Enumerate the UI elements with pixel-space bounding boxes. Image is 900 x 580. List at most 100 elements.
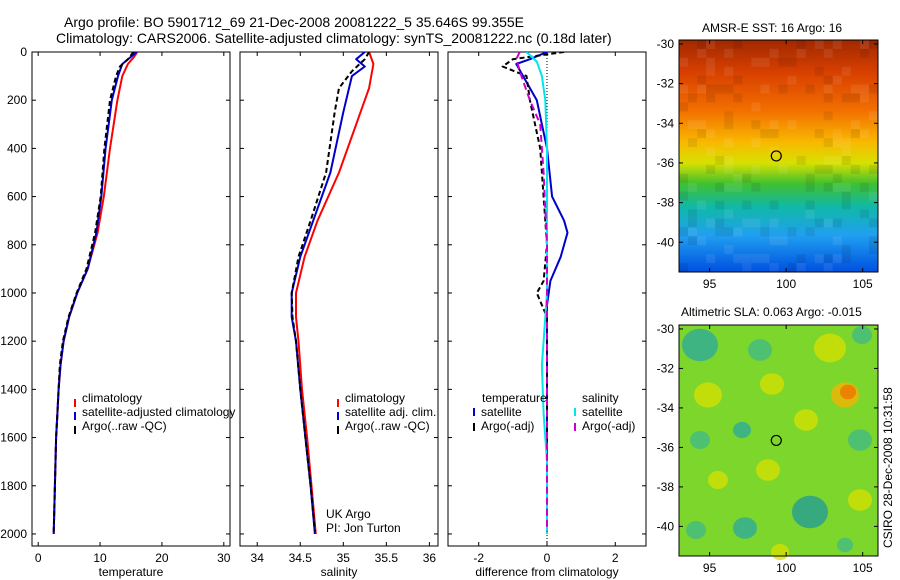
salinity-annotation: UK Argo PI: Jon Turton <box>326 507 401 535</box>
heatmap-cell <box>823 138 833 148</box>
legend-label: climatology <box>82 391 142 405</box>
heatmap-cell <box>706 93 716 103</box>
x-tick-label: 30 <box>217 551 231 565</box>
series-line <box>52 52 139 535</box>
heatmap-cell <box>769 263 779 272</box>
x-tick-label: 2 <box>612 551 619 565</box>
sla-heatmap <box>679 325 878 556</box>
temperature-panel: 0 10 20 30 0 200 400 600 800 1000 1200 1400 1600 1800… <box>0 45 231 579</box>
y-tick-label: -38 <box>657 196 675 210</box>
y-tick-label: -30 <box>657 37 675 51</box>
heatmap-cell <box>742 218 752 228</box>
heatmap-cell <box>733 254 743 264</box>
heatmap-cell <box>769 48 779 58</box>
heatmap-cell <box>796 48 806 58</box>
heatmap-cell <box>805 227 815 237</box>
legend-label: Argo(-adj) <box>481 419 534 433</box>
x-tick-label: 20 <box>155 551 169 565</box>
heatmap-cell <box>823 156 833 165</box>
heatmap-cell <box>679 84 688 94</box>
heatmap-cell <box>751 102 761 112</box>
heatmap-cell <box>823 182 833 192</box>
sst-map-title: AMSR-E SST: 16 Argo: 16 <box>702 21 842 35</box>
difference-legend: temperature salinity satellite Argo(-adj… <box>473 391 635 433</box>
heatmap-cell <box>769 218 779 228</box>
heatmap-cell <box>841 245 851 255</box>
heatmap-cell <box>805 173 815 183</box>
heatmap-cell <box>850 84 860 94</box>
x-tick-label: 0 <box>35 551 42 565</box>
heatmap-cell <box>823 218 833 228</box>
heatmap-cell <box>679 227 688 237</box>
legend-header-temperature: temperature <box>482 391 547 405</box>
header-line1: Argo profile: BO 5901712_69 21-Dec-2008 … <box>64 14 524 30</box>
heatmap-cell <box>697 129 707 139</box>
heatmap-cell <box>742 263 752 272</box>
heatmap-cell <box>769 200 779 210</box>
salinity-panel: 34 34.5 35 35.5 36 salinity <box>239 51 439 579</box>
series-line <box>501 52 565 532</box>
heatmap-cell <box>697 120 707 130</box>
sla-blob <box>690 431 710 449</box>
salinity-legend: climatology satellite adj. clim. Argo(..… <box>337 391 436 434</box>
heatmap-cell <box>841 93 851 103</box>
legend-label: satellite adj. clim. <box>345 405 436 419</box>
sla-blob <box>760 373 784 395</box>
y-tick-label: -34 <box>657 401 675 415</box>
sla-blob <box>840 384 856 400</box>
heatmap-cell <box>697 84 707 94</box>
heatmap-cell <box>706 218 716 228</box>
series-line <box>515 52 548 532</box>
y-tick-label: 1800 <box>0 479 27 493</box>
heatmap-cell <box>697 200 707 210</box>
sla-blob <box>837 537 853 553</box>
heatmap-cell <box>841 138 851 148</box>
heatmap-cell <box>805 182 815 192</box>
map-frame <box>678 324 879 557</box>
heatmap-cell <box>823 84 833 94</box>
heatmap-cell <box>733 40 743 49</box>
heatmap-cell <box>832 40 842 49</box>
y-tick-label: 1200 <box>0 334 27 348</box>
y-tick-label: 400 <box>7 141 27 155</box>
heatmap-cell <box>751 164 761 174</box>
sla-blob <box>686 521 706 539</box>
credit-text: CSIRO 28-Dec-2008 10:31:58 <box>881 387 895 548</box>
heatmap-cell <box>778 57 788 67</box>
heatmap-cell <box>733 93 743 103</box>
x-tick-label: 36 <box>423 551 437 565</box>
x-tick-label: 35.5 <box>375 551 399 565</box>
header-line2: Climatology: CARS2006. Satellite-adjuste… <box>56 30 612 46</box>
heatmap-cell <box>724 182 734 192</box>
map-frame <box>678 39 879 273</box>
heatmap-cell <box>751 138 761 148</box>
heatmap-cell <box>796 254 806 264</box>
heatmap-cell <box>796 40 806 49</box>
y-tick-label: -34 <box>657 116 675 130</box>
heatmap-cell <box>869 111 878 121</box>
heatmap-cell <box>679 57 688 67</box>
heatmap-cell <box>850 164 860 174</box>
heatmap-cell <box>859 209 869 219</box>
series-line <box>290 52 370 532</box>
heatmap-cell <box>724 48 734 58</box>
y-tick-label: -32 <box>657 77 675 91</box>
legend-label: satellite-adjusted climatology <box>82 405 235 419</box>
heatmap-cell <box>679 173 688 183</box>
heatmap-cell <box>814 40 824 49</box>
heatmap-cell <box>715 227 725 237</box>
sla-blob <box>708 471 728 489</box>
heatmap-cell <box>823 75 833 85</box>
heatmap-cell <box>841 200 851 210</box>
heatmap-cell <box>796 156 806 165</box>
series-line <box>525 52 548 534</box>
series-line <box>52 52 135 532</box>
heatmap-cell <box>832 254 842 264</box>
sla-blob <box>848 429 872 451</box>
heatmap-cell <box>823 263 833 272</box>
x-tick-label: 34 <box>251 551 265 565</box>
heatmap-cell <box>869 236 878 246</box>
sla-blob <box>792 495 828 529</box>
heatmap-cell <box>841 156 851 165</box>
heatmap-cell <box>724 209 734 219</box>
